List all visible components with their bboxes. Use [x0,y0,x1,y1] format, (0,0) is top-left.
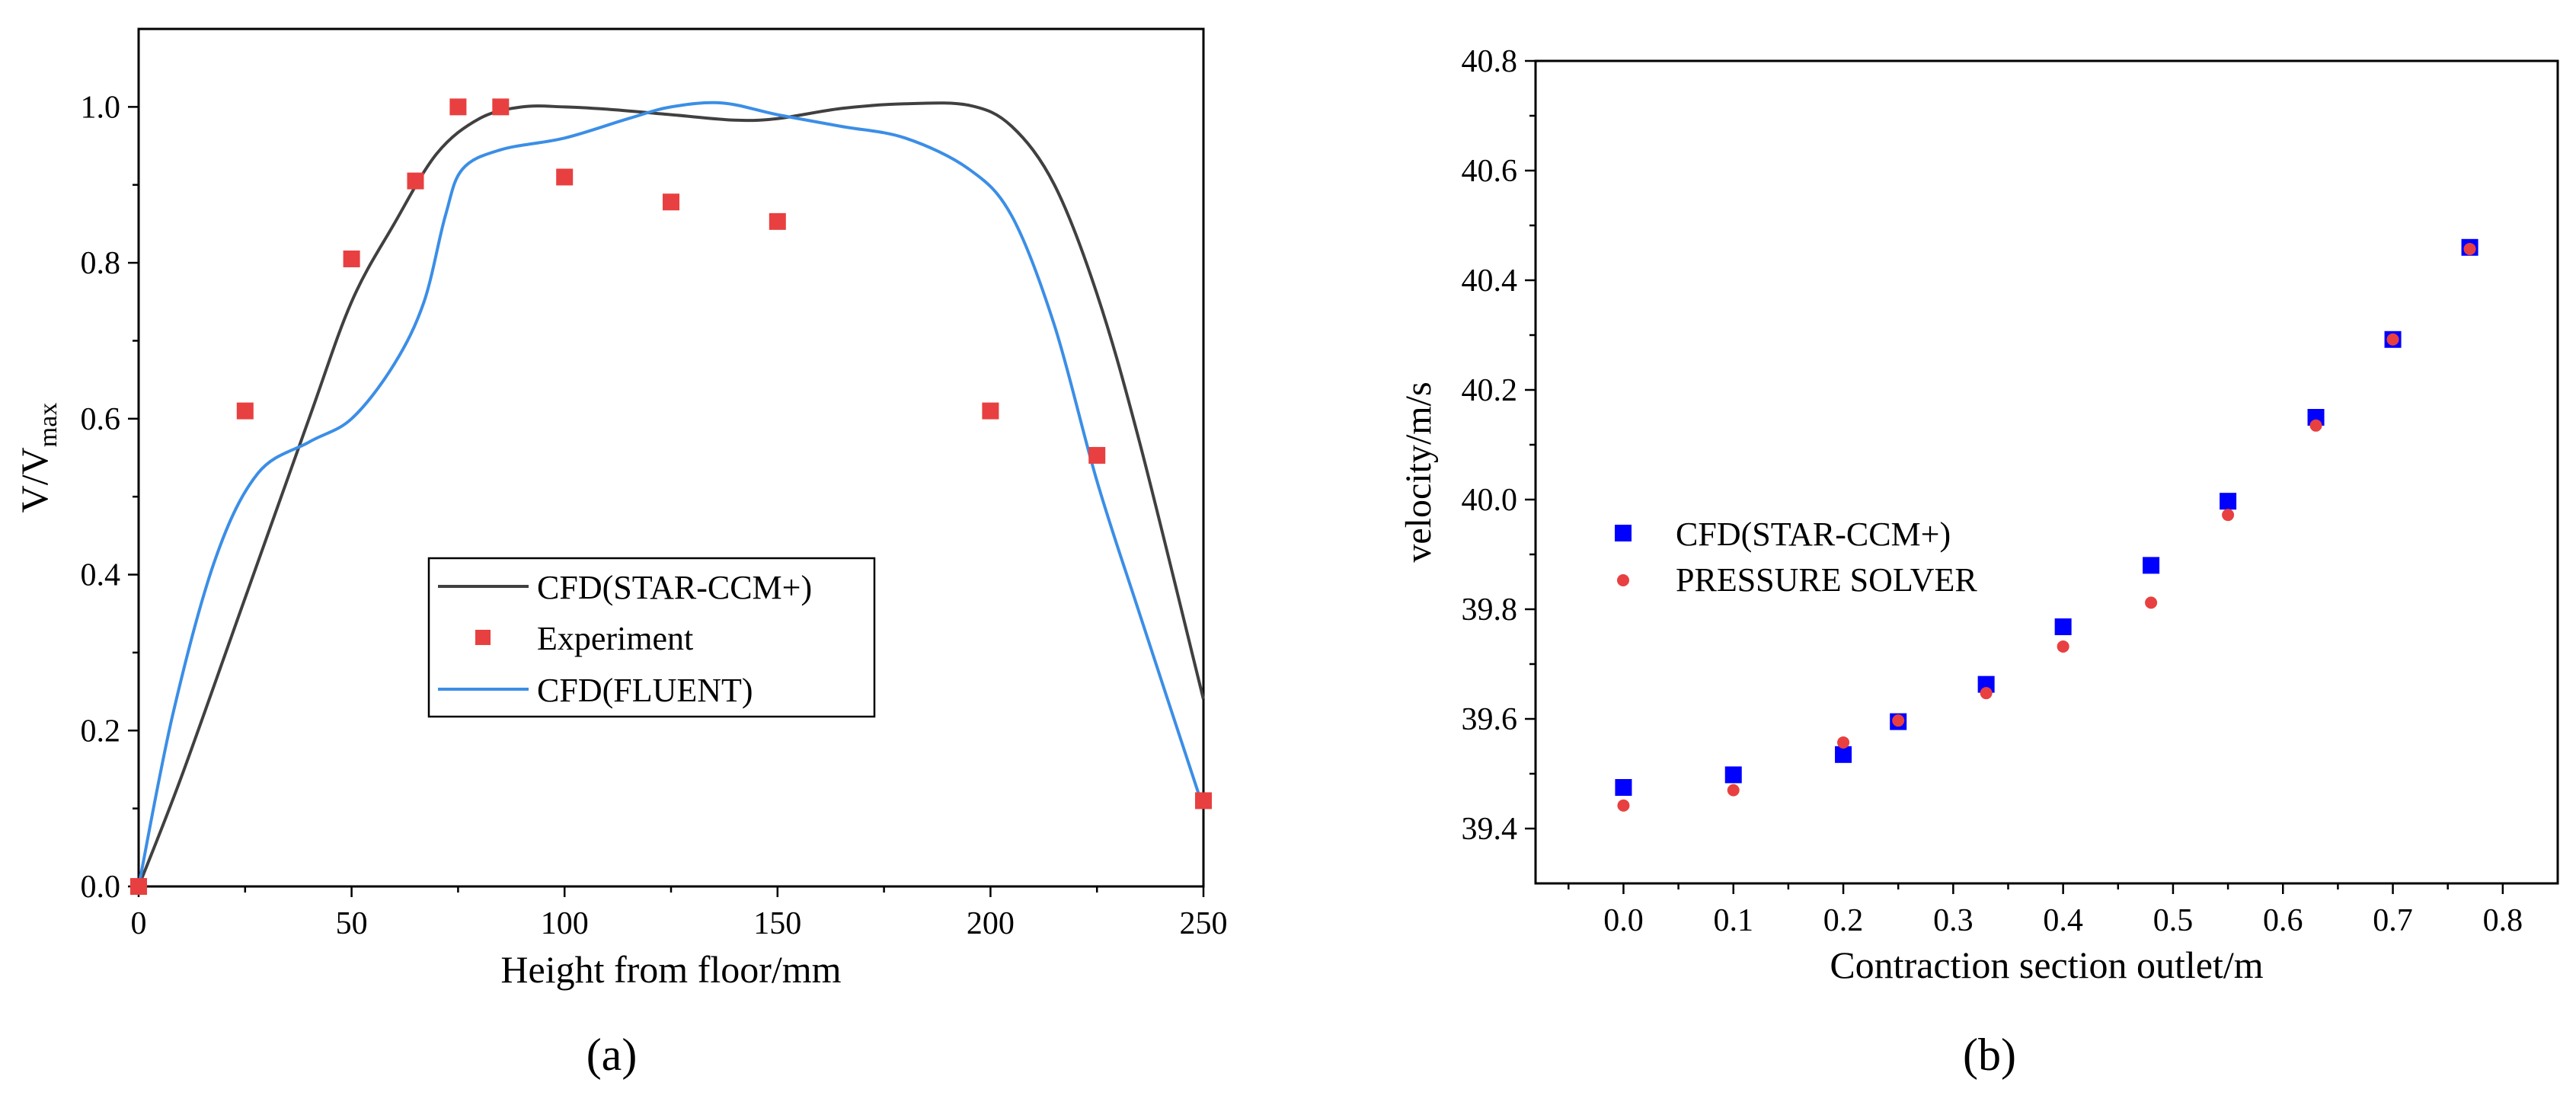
chart-a-series-line-fluent [137,101,1205,887]
chart-a-legend-label-starccm: CFD(STAR-CCM+) [537,569,812,606]
chart-b-ytick-label: 40.8 [1462,44,1518,79]
chart-a-series-line-starccm [137,101,1205,887]
chart-b-xtick-label: 0.0 [1603,903,1644,938]
chart-b-legend-label-pressure: PRESSURE SOLVER [1676,561,1977,599]
chart-panel-b: 0.0 0.1 0.2 0.3 0.4 0.5 0.6 0.7 0.8 39.4 39.6 39.8 4… [1398,44,2559,1080]
chart-b-xtick-label: 0.5 [2153,903,2194,938]
chart-a-ylabel-main: V/V [13,447,56,513]
chart-a-ytick-label: 1.0 [81,90,121,125]
chart-a-legend-marker-experiment [475,630,491,645]
panel-b-label: (b) [1963,1030,2016,1080]
chart-a-ylabel-sub: max [34,403,62,448]
chart-b-pressure-point [2222,509,2235,522]
chart-a-experiment-point [130,878,147,895]
chart-b-pressure-point [2309,419,2322,432]
chart-b-pressure-point [1727,784,1740,797]
chart-b-xtick-label: 0.3 [1933,903,1974,938]
chart-a-plot-frame [137,27,1205,888]
chart-b-ytick-label: 40.4 [1462,263,1518,299]
chart-b-ytick-label: 39.6 [1462,702,1518,737]
chart-b-xlabel: Contraction section outlet/m [1830,944,2263,986]
chart-a-ticks: 0 50 100 150 200 250 0.0 0.2 0.4 0.6 0.8 1.0 [81,90,1228,941]
chart-b-starccm-point [1835,746,1852,763]
chart-a-experiment-point [492,98,510,116]
chart-a-experiment-point [769,212,786,230]
chart-a-legend-label-experiment: Experiment [537,620,693,657]
svg-text:V/Vmax: V/Vmax [13,403,62,513]
chart-a-xtick-label: 150 [753,906,801,941]
chart-b-pressure-point [2386,333,2399,346]
chart-a-xtick-label: 250 [1180,906,1228,941]
chart-a-xtick-label: 50 [336,906,368,941]
chart-b-ylabel: velocity/m/s [1398,382,1439,562]
chart-b-points [1615,238,2479,812]
chart-a-legend-label-fluent: CFD(FLUENT) [537,672,753,709]
chart-b-pressure-point [1892,714,1905,727]
chart-b-ytick-label: 39.4 [1462,812,1518,847]
panel-a-label: (a) [586,1030,638,1080]
chart-a-experiment-point [556,168,574,186]
chart-b-xtick-label: 0.1 [1713,903,1753,938]
chart-a-experiment-point [1195,792,1212,810]
chart-a-ytick-label: 0.4 [81,558,121,593]
chart-a-experiment-point [236,402,254,420]
chart-b-legend-marker-starccm [1615,525,1632,541]
chart-a-xtick-label: 200 [967,906,1015,941]
chart-a-experiment-point [663,193,679,211]
chart-b-pressure-point [1980,687,1993,700]
chart-a-xlabel: Height from floor/mm [500,948,841,991]
chart-b-xtick-label: 0.8 [2483,903,2523,938]
chart-a-experiment-point [407,172,424,190]
chart-a-ytick-label: 0.8 [81,246,121,281]
chart-a-xtick-label: 100 [541,906,589,941]
chart-a-xtick-label: 0 [131,906,147,941]
chart-b-starccm-point [1724,766,1742,784]
chart-a-experiment-point [343,250,360,267]
chart-a-ylabel: V/Vmax [13,403,62,513]
chart-b-pressure-point [2057,640,2069,653]
chart-a-ytick-label: 0.0 [81,870,121,905]
chart-b-pressure-point [2463,242,2476,255]
chart-b-ytick-label: 40.2 [1462,373,1518,408]
chart-b-starccm-point [2220,493,2237,510]
chart-b-ytick-label: 39.8 [1462,592,1518,628]
chart-b-pressure-point [2145,596,2158,609]
chart-a-experiment-point [982,402,999,420]
chart-a-points [130,98,1212,895]
chart-b-pressure-point [1617,799,1630,812]
chart-b-starccm-point [2054,618,2072,636]
chart-b-legend-label-starccm: CFD(STAR-CCM+) [1676,516,1951,553]
chart-a-lines [137,101,1205,887]
chart-panel-a: 0 50 100 150 200 250 0.0 0.2 0.4 0.6 0.8 1.0 Height… [13,27,1228,1080]
chart-b-starccm-point [1615,779,1632,796]
chart-b-legend-marker-pressure [1617,574,1629,586]
chart-a-ytick-label: 0.2 [81,714,121,749]
chart-b-starccm-point [2143,557,2160,574]
chart-b-xtick-label: 0.7 [2373,903,2413,938]
chart-a-experiment-point [1088,446,1106,464]
chart-b-xtick-label: 0.4 [2043,903,2083,938]
chart-b-ticks: 0.0 0.1 0.2 0.3 0.4 0.5 0.6 0.7 0.8 39.4 39.6 39.8 4… [1462,44,2523,938]
chart-b-pressure-point [1837,736,1850,749]
chart-b-xtick-label: 0.6 [2263,903,2303,938]
chart-a-ytick-label: 0.6 [81,402,121,437]
chart-b-ytick-label: 40.0 [1462,483,1518,518]
chart-b-ytick-label: 40.6 [1462,154,1518,189]
chart-b-xtick-label: 0.2 [1823,903,1864,938]
chart-a-experiment-point [449,98,467,116]
chart-b-plot-frame [1534,59,2559,885]
chart-b-starccm-point [1977,675,1995,693]
